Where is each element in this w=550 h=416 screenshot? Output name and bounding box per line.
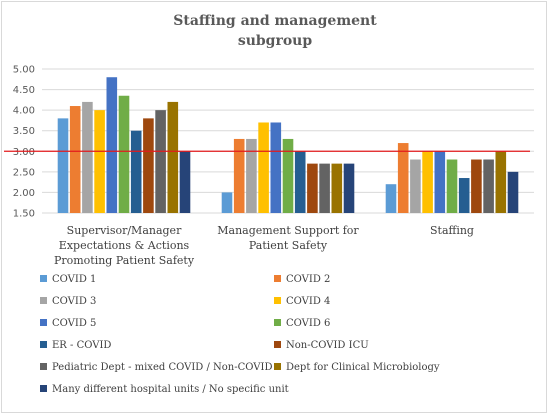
legend-label-5: COVID 5 <box>52 318 96 329</box>
y-tick-label: 4.00 <box>13 106 35 117</box>
legend-swatch-2 <box>274 275 281 282</box>
category-label-1-line-1: Supervisor/Manager <box>67 224 182 237</box>
bar-2-3 <box>246 138 257 213</box>
category-label-2-line-1: Management Support for <box>217 224 359 237</box>
bar-1-11 <box>179 151 191 213</box>
legend-label-7: ER - COVID <box>52 340 111 351</box>
bar-1-4 <box>94 110 105 213</box>
legend-swatch-6 <box>274 319 281 326</box>
legend-swatch-11 <box>40 385 47 392</box>
bar-2-1 <box>221 192 233 213</box>
y-tick-label: 1.50 <box>13 209 35 220</box>
bar-1-5 <box>106 77 118 213</box>
category-label-3-line-1: Staffing <box>430 224 474 237</box>
legend-swatch-4 <box>274 297 281 304</box>
legend-swatch-1 <box>40 275 47 282</box>
bar-2-4 <box>258 122 269 213</box>
bar-1-8 <box>143 118 154 213</box>
chart-title-line-1: Staffing and management <box>173 13 377 29</box>
category-label-1-line-3: Promoting Patient Safety <box>54 254 195 267</box>
legend-swatch-10 <box>274 363 281 370</box>
bar-3-3 <box>410 159 421 213</box>
bar-3-5 <box>434 151 446 213</box>
bar-1-7 <box>130 130 142 213</box>
y-tick-label: 2.00 <box>13 188 35 199</box>
bar-3-9 <box>483 159 494 213</box>
y-tick-label: 2.50 <box>13 167 35 178</box>
legend-label-9: Pediatric Dept - mixed COVID / Non-COVID <box>52 362 273 373</box>
bar-3-7 <box>458 178 470 213</box>
legend-label-8: Non-COVID ICU <box>286 340 369 351</box>
legend-label-1: COVID 1 <box>52 274 96 285</box>
legend-label-3: COVID 3 <box>52 296 96 307</box>
legend-swatch-3 <box>40 297 47 304</box>
bar-2-2 <box>233 138 245 213</box>
bar-3-10 <box>495 151 507 213</box>
bar-2-11 <box>343 163 355 213</box>
y-tick-label: 4.50 <box>13 85 35 96</box>
legend-swatch-5 <box>40 319 47 326</box>
bar-3-2 <box>397 143 409 213</box>
bar-3-8 <box>471 159 482 213</box>
category-label-2-line-2: Patient Safety <box>249 239 328 252</box>
legend-swatch-8 <box>274 341 281 348</box>
y-tick-label: 5.00 <box>13 65 35 76</box>
category-label-1-line-2: Expectations & Actions <box>59 239 190 252</box>
bar-1-1 <box>57 118 69 213</box>
bar-2-7 <box>294 151 306 213</box>
y-tick-label: 3.50 <box>13 126 35 137</box>
bar-1-3 <box>82 101 93 213</box>
bar-1-10 <box>167 101 179 213</box>
legend-swatch-9 <box>40 363 47 370</box>
bar-3-11 <box>507 171 519 213</box>
legend-label-6: COVID 6 <box>286 318 330 329</box>
legend-label-10: Dept for Clinical Microbiology <box>286 362 440 373</box>
bar-3-6 <box>446 159 458 213</box>
bar-1-9 <box>155 110 166 213</box>
legend-swatch-7 <box>40 341 47 348</box>
bar-2-10 <box>331 163 343 213</box>
chart-title-line-2: subgroup <box>238 33 313 49</box>
legend-label-2: COVID 2 <box>286 274 330 285</box>
bar-2-9 <box>319 163 330 213</box>
bar-1-6 <box>118 95 130 213</box>
bar-1-2 <box>69 106 81 213</box>
bar-2-6 <box>282 138 294 213</box>
bar-3-4 <box>422 151 433 213</box>
y-tick-label: 3.00 <box>13 147 35 158</box>
bar-2-8 <box>307 163 318 213</box>
legend-label-11: Many different hospital units / No speci… <box>52 384 289 395</box>
bar-2-5 <box>270 122 282 213</box>
legend-label-4: COVID 4 <box>286 296 330 307</box>
bar-3-1 <box>385 184 397 213</box>
